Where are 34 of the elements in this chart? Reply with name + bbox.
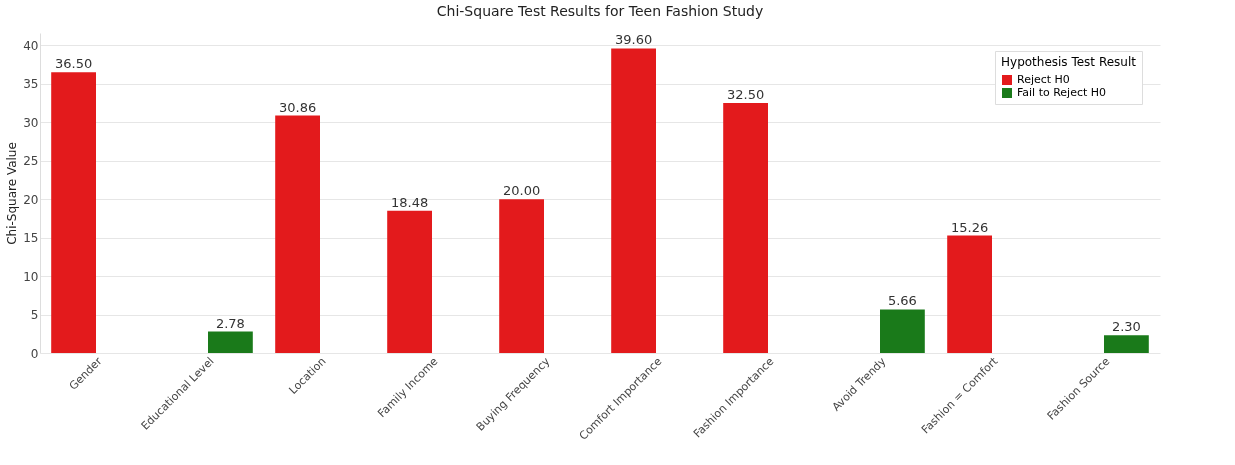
bar bbox=[499, 199, 544, 353]
bar bbox=[51, 72, 96, 353]
bar bbox=[275, 115, 320, 353]
chart-title: Chi-Square Test Results for Teen Fashion Study bbox=[436, 3, 764, 19]
data-label: 15.26 bbox=[950, 219, 989, 235]
y-tick-label: 35 bbox=[23, 77, 39, 92]
y-tick-label: 20 bbox=[23, 192, 39, 207]
data-label: 30.86 bbox=[278, 99, 317, 115]
legend-label: Fail to Reject H0 bbox=[1017, 86, 1107, 99]
data-label: 20.00 bbox=[502, 183, 541, 199]
data-label: 2.30 bbox=[1111, 319, 1141, 335]
y-axis-title: Chi-Square Value bbox=[5, 142, 20, 245]
y-tick-label: 30 bbox=[23, 115, 39, 130]
y-tick-label: 5 bbox=[30, 308, 39, 323]
y-tick-label: 15 bbox=[23, 231, 39, 246]
y-tick-label: 40 bbox=[23, 38, 39, 53]
bar bbox=[947, 235, 992, 353]
y-tick-label: 0 bbox=[30, 346, 39, 361]
y-tick-label: 25 bbox=[23, 154, 39, 169]
bar bbox=[611, 48, 656, 353]
data-label: 39.60 bbox=[614, 32, 653, 48]
bar bbox=[723, 103, 768, 353]
bar bbox=[1104, 335, 1149, 353]
bar bbox=[387, 210, 432, 353]
bar bbox=[208, 331, 253, 353]
data-label: 32.50 bbox=[726, 87, 765, 102]
legend-label: Reject H0 bbox=[1017, 73, 1070, 86]
bar bbox=[880, 309, 925, 353]
legend-title: Hypothesis Test Result bbox=[1001, 55, 1137, 69]
data-label: 2.78 bbox=[215, 315, 245, 331]
y-tick-label: 10 bbox=[23, 269, 39, 284]
data-label: 5.66 bbox=[887, 293, 917, 309]
data-label: 18.48 bbox=[390, 194, 429, 210]
data-label: 36.50 bbox=[54, 56, 93, 72]
